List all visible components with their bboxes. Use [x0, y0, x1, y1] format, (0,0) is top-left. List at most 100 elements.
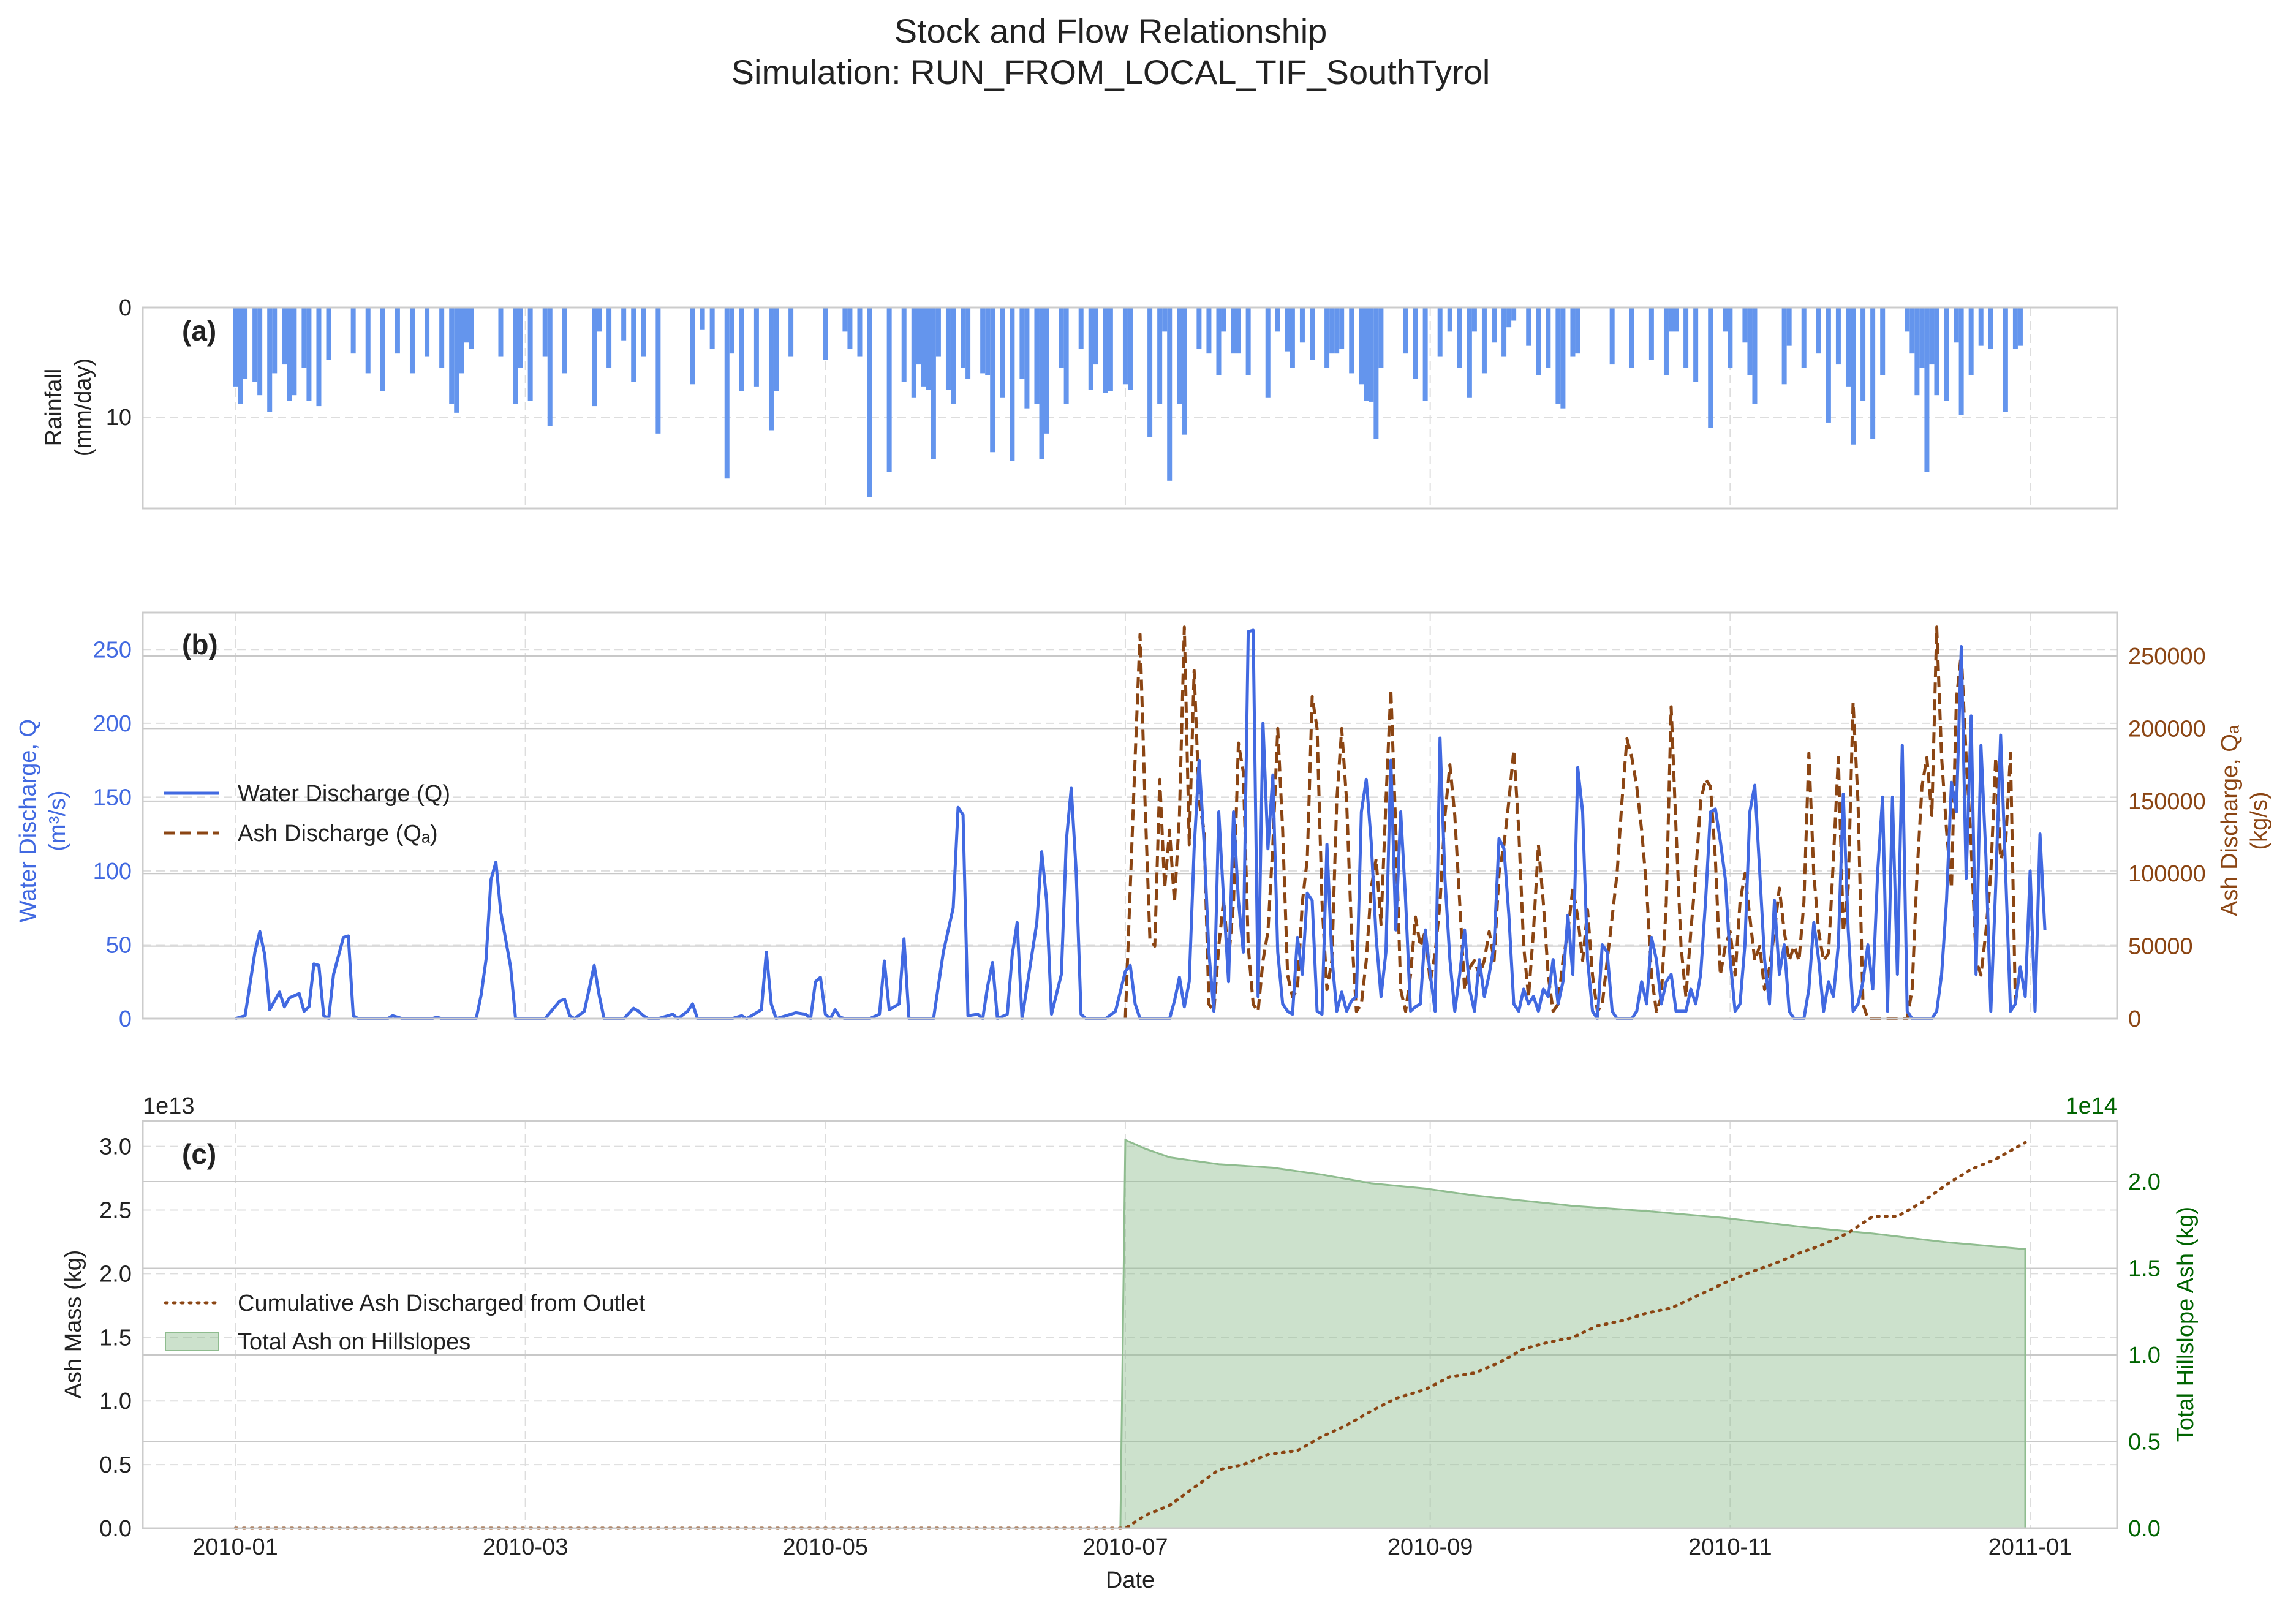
legend-ash-label: Ash Discharge (Qₐ) — [238, 821, 438, 847]
rainfall-bar — [1471, 307, 1477, 332]
rainfall-bar — [1127, 307, 1133, 390]
water-discharge-tick-label: 0 — [119, 1006, 132, 1032]
rainfall-bar — [753, 307, 759, 387]
rainfall-bar — [951, 307, 956, 404]
rainfall-bar — [592, 307, 597, 407]
discharge-axes-frame — [142, 611, 2118, 1020]
rainfall-bar — [1329, 307, 1335, 354]
rainfall-bar — [518, 307, 523, 368]
ash-discharge-tick-label: 50000 — [2128, 934, 2193, 960]
rainfall-bar — [1147, 307, 1153, 437]
rainfall-bar — [911, 307, 916, 398]
rainfall-bar — [1422, 307, 1428, 401]
hillslope-ash-fill — [1119, 1138, 2026, 1529]
rainfall-bar — [1206, 307, 1212, 354]
hillslope-ash-tick-label: 0.0 — [2128, 1516, 2161, 1542]
rainfall-bar — [233, 307, 238, 387]
date-tick-label: 2010-09 — [1388, 1534, 1473, 1560]
date-tick-label: 2010-05 — [783, 1534, 868, 1560]
rainfall-tick-label: 0 — [119, 295, 132, 321]
rainfall-bar — [1369, 307, 1374, 402]
water-discharge-axis-label-line1: Water Discharge, Q — [15, 719, 41, 922]
rainfall-bar — [739, 307, 744, 391]
rainfall-tick-label: 10 — [106, 405, 132, 431]
date-tick-label: 2011-01 — [1988, 1534, 2072, 1560]
cumulative-ash-line — [233, 1141, 2027, 1530]
rainfall-bar — [292, 307, 297, 396]
rainfall-bar — [597, 307, 602, 332]
rainfall-bar — [1919, 307, 1925, 368]
ash-mass-axes-frame — [142, 1120, 2118, 1529]
hillslope-ash-tick-label: 2.0 — [2128, 1169, 2161, 1195]
ash-mass-tick-label: 0.0 — [99, 1516, 132, 1542]
rainfall-bar — [1103, 307, 1108, 393]
date-tick-label: 2010-03 — [483, 1534, 568, 1560]
rainfall-bar — [1122, 307, 1128, 385]
rainfall-bar — [926, 307, 931, 390]
rainfall-bar — [1742, 307, 1748, 343]
rainfall-bar — [513, 307, 518, 404]
rainfall-bar — [901, 307, 907, 382]
rainfall-bar — [990, 307, 995, 453]
rainfall-bar — [267, 307, 273, 412]
rainfall-bar — [1570, 307, 1576, 357]
legend-hillslope-swatch — [165, 1332, 219, 1351]
rainfall-bar — [1555, 307, 1561, 404]
date-axis-ticks: 2010-01 2010-03 2010-05 2010-07 2010-09 2010-… — [192, 1534, 2072, 1560]
rainfall-bar — [1265, 307, 1271, 398]
rainfall-bar — [621, 307, 627, 341]
date-tick-label: 2010-07 — [1082, 1534, 1168, 1560]
rainfall-bar — [631, 307, 636, 382]
rainfall-bar — [1157, 307, 1163, 404]
rainfall-bar — [1924, 307, 1930, 472]
rainfall-bar — [788, 307, 794, 357]
rainfall-bar — [547, 307, 553, 426]
rainfall-bar — [768, 307, 774, 431]
rainfall-bar — [1447, 307, 1452, 332]
ash-mass-grid — [143, 1121, 2117, 1528]
rainfall-bar — [425, 307, 430, 357]
rainfall-bar — [1905, 307, 1910, 332]
figure-title: Stock and Flow Relationship — [894, 12, 1327, 50]
rainfall-bar — [1364, 307, 1369, 401]
rainfall-bar — [287, 307, 292, 401]
rainfall-bar — [1674, 307, 1679, 332]
hillslope-ash-area — [1119, 1138, 2026, 1529]
rainfall-bar — [238, 307, 243, 404]
rainfall-bar — [1978, 307, 1984, 346]
rainfall-bar — [1010, 307, 1015, 461]
rainfall-bar — [350, 307, 356, 354]
rainfall-bar — [709, 307, 715, 350]
rainfall-bar — [1988, 307, 1993, 350]
rainfall-bar — [1167, 307, 1173, 481]
rainfall-axes-frame — [142, 306, 2118, 510]
hillslope-ash-tick-label: 1.0 — [2128, 1343, 2161, 1368]
rainfall-bar — [1373, 307, 1379, 439]
rainfall-bar — [641, 307, 646, 357]
rainfall-bar — [2003, 307, 2008, 412]
rainfall-bar — [2017, 307, 2023, 346]
ash-mass-tick-label: 2.5 — [99, 1197, 132, 1223]
rainfall-bar — [316, 307, 322, 407]
ash-mass-axis-label: Ash Mass (kg) — [61, 1250, 86, 1399]
rainfall-bar — [1349, 307, 1354, 374]
rainfall-bars — [233, 307, 2023, 497]
rainfall-panel: 0 10 (a) Rainfall (mm/day) — [41, 295, 2118, 510]
water-discharge-series — [235, 628, 2047, 1020]
rainfall-bar — [1078, 307, 1084, 350]
legend-hillslope-label: Total Ash on Hillslopes — [238, 1329, 470, 1355]
rainfall-panel-tag: (a) — [182, 315, 216, 347]
rainfall-bar — [935, 307, 941, 357]
rainfall-bar — [409, 307, 415, 374]
rainfall-bar — [1663, 307, 1669, 375]
water-discharge-tick-label: 100 — [93, 859, 132, 884]
rainfall-bar — [1801, 307, 1807, 368]
rainfall-bar — [1845, 307, 1851, 387]
rainfall-bar — [1648, 307, 1654, 360]
rainfall-bar — [1914, 307, 1920, 396]
ash-discharge-tick-label: 150000 — [2128, 789, 2206, 815]
rainfall-bar — [1059, 307, 1064, 368]
rainfall-bar — [724, 307, 730, 479]
cumulative-ash-series — [233, 1141, 2027, 1530]
